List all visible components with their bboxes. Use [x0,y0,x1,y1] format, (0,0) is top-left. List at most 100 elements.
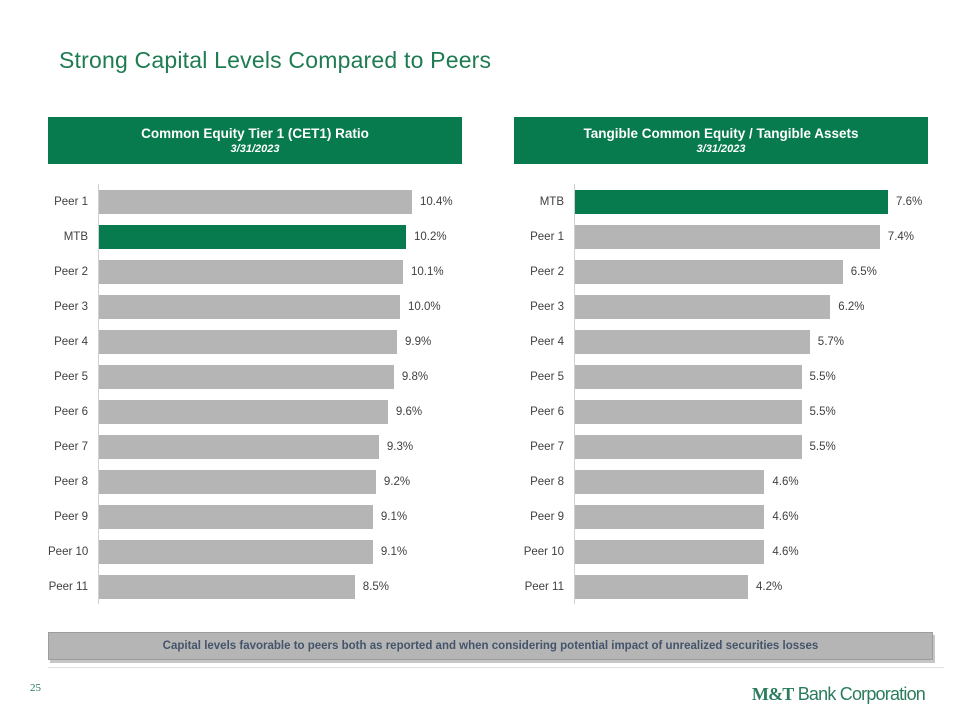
bar [575,259,843,284]
chart-row: Peer 3 6.2% [514,289,928,324]
category-label: Peer 3 [530,300,564,313]
category-label: Peer 11 [48,580,88,593]
value-label: 4.6% [772,475,799,488]
bar [99,364,394,389]
chart-row: Peer 6 5.5% [514,394,928,429]
chart-row: Peer 11 4.2% [514,569,928,604]
bar [575,294,831,319]
value-label: 10.4% [420,195,453,208]
bar [575,574,748,599]
bar-area: 10.0% [98,289,462,324]
bar [99,504,373,529]
chart-row: Peer 1 10.4% [48,184,462,219]
chart-row: Peer 10 9.1% [48,534,462,569]
chart-row: Peer 10 4.6% [514,534,928,569]
bar-area: 10.2% [98,219,462,254]
chart-row: Peer 7 9.3% [48,429,462,464]
bar-area: 9.3% [98,429,462,464]
bar-area: 4.6% [574,534,928,569]
bar-area: 10.1% [98,254,462,289]
tce-chart-title: Tangible Common Equity / Tangible Assets [583,126,859,141]
category-label: Peer 5 [530,370,564,383]
bar-area: 6.5% [574,254,928,289]
value-label: 9.8% [401,370,429,383]
bar [99,469,376,494]
value-label: 5.5% [809,405,836,418]
chart-row: Peer 1 7.4% [514,219,928,254]
chart-row: MTB 7.6% [514,184,928,219]
value-label: 9.3% [386,440,414,453]
tce-chart-panel: Tangible Common Equity / Tangible Assets… [514,117,928,604]
bar-area: 5.5% [574,429,928,464]
value-label: 6.2% [838,300,865,313]
mt-bank-logo: M&T Bank Corporation [752,684,926,705]
highlight-bar [99,224,406,249]
category-label: Peer 4 [530,335,564,348]
value-label: 6.5% [850,265,877,278]
bar [99,294,400,319]
category-label: Peer 8 [54,475,88,488]
value-label: 7.6% [896,195,923,208]
value-label: 4.6% [772,510,799,523]
bar [99,574,355,599]
tce-chart-subtitle: 3/31/2023 [696,143,746,155]
value-label: 5.5% [809,440,836,453]
bar [575,469,765,494]
bar-area: 6.2% [574,289,928,324]
value-label: 9.6% [395,405,423,418]
category-label: Peer 9 [530,510,564,523]
bar-area: 7.4% [574,219,928,254]
category-label: MTB [63,230,88,243]
bar [99,434,379,459]
category-label: Peer 7 [54,440,88,453]
bar-area: 9.9% [98,324,462,359]
category-label: Peer 1 [530,230,564,243]
bar-area: 10.4% [98,184,462,219]
footnote-banner: Capital levels favorable to peers both a… [48,632,933,660]
category-label: Peer 10 [48,545,89,558]
bar-area: 8.5% [98,569,462,604]
bar-area: 5.5% [574,359,928,394]
category-label: MTB [539,195,564,208]
bar [99,329,397,354]
category-label: Peer 10 [523,545,564,558]
chart-row: Peer 9 9.1% [48,499,462,534]
chart-row: Peer 9 4.6% [514,499,928,534]
bar-area: 9.1% [98,499,462,534]
category-label: Peer 7 [530,440,564,453]
bar [99,259,403,284]
bar [575,434,802,459]
bar-area: 9.1% [98,534,462,569]
value-label: 9.1% [380,510,408,523]
cet1-chart-panel: Common Equity Tier 1 (CET1) Ratio 3/31/2… [48,117,462,604]
category-label: Peer 1 [54,195,88,208]
value-label: 4.2% [756,580,783,593]
bar [575,539,765,564]
chart-row: Peer 11 8.5% [48,569,462,604]
bar [575,504,765,529]
tce-chart-header: Tangible Common Equity / Tangible Assets… [514,117,928,164]
chart-row: Peer 4 9.9% [48,324,462,359]
chart-row: Peer 2 10.1% [48,254,462,289]
bar-area: 5.7% [574,324,928,359]
bar [575,329,810,354]
bar-area: 9.8% [98,359,462,394]
value-label: 10.0% [408,300,441,313]
category-label: Peer 9 [54,510,88,523]
chart-row: Peer 6 9.6% [48,394,462,429]
chart-row: Peer 5 5.5% [514,359,928,394]
bar-area: 4.6% [574,499,928,534]
chart-row: Peer 5 9.8% [48,359,462,394]
bar [99,399,388,424]
logo-company-text: Bank Corporation [797,684,926,704]
cet1-chart-title: Common Equity Tier 1 (CET1) Ratio [141,126,369,141]
chart-row: Peer 3 10.0% [48,289,462,324]
category-label: Peer 11 [524,580,564,593]
value-label: 9.2% [383,475,411,488]
bar-area: 7.6% [574,184,928,219]
chart-row: MTB 10.2% [48,219,462,254]
category-label: Peer 8 [530,475,564,488]
footer-divider [48,667,944,668]
value-label: 10.1% [411,265,444,278]
